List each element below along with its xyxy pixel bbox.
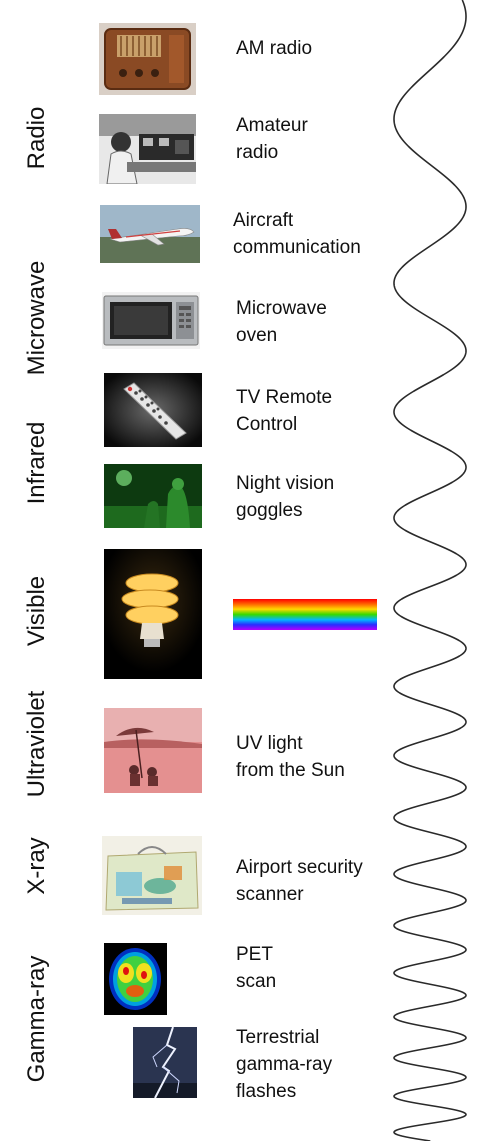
- airport-scanner-image: [102, 836, 202, 915]
- caption-night-vision: Night vision goggles: [236, 473, 335, 521]
- caption-amateur-radio: Amateur radio: [236, 115, 308, 163]
- lightning-image: [133, 1027, 197, 1098]
- caption-microwave-oven: Microwave oven: [236, 298, 327, 346]
- caption-tv-remote: TV Remote Control: [236, 387, 333, 435]
- caption-uv-light: UV light from the Sun: [236, 733, 345, 781]
- caption-pet-scan: PET scan: [236, 944, 277, 992]
- cfl-bulb-image: [104, 549, 202, 679]
- visible-spectrum-rainbow: [233, 599, 377, 630]
- caption-airport-scanner: Airport security scanner: [236, 857, 363, 905]
- caption-aircraft-communication: Aircraft communication: [233, 210, 361, 258]
- caption-am-radio: AM radio: [236, 38, 313, 59]
- am-radio-image: [99, 23, 196, 95]
- caption-tgf: Terrestrial gamma-ray flashes: [236, 1027, 333, 1102]
- tv-remote-image: [104, 373, 202, 447]
- amateur-radio-image: [99, 114, 196, 184]
- uv-sun-image: [104, 708, 202, 793]
- wave-line: [393, 0, 467, 1141]
- night-vision-image: [104, 464, 202, 528]
- microwave-oven-image: [102, 292, 200, 349]
- pet-scan-image: [104, 943, 167, 1015]
- aircraft-image: [100, 205, 200, 263]
